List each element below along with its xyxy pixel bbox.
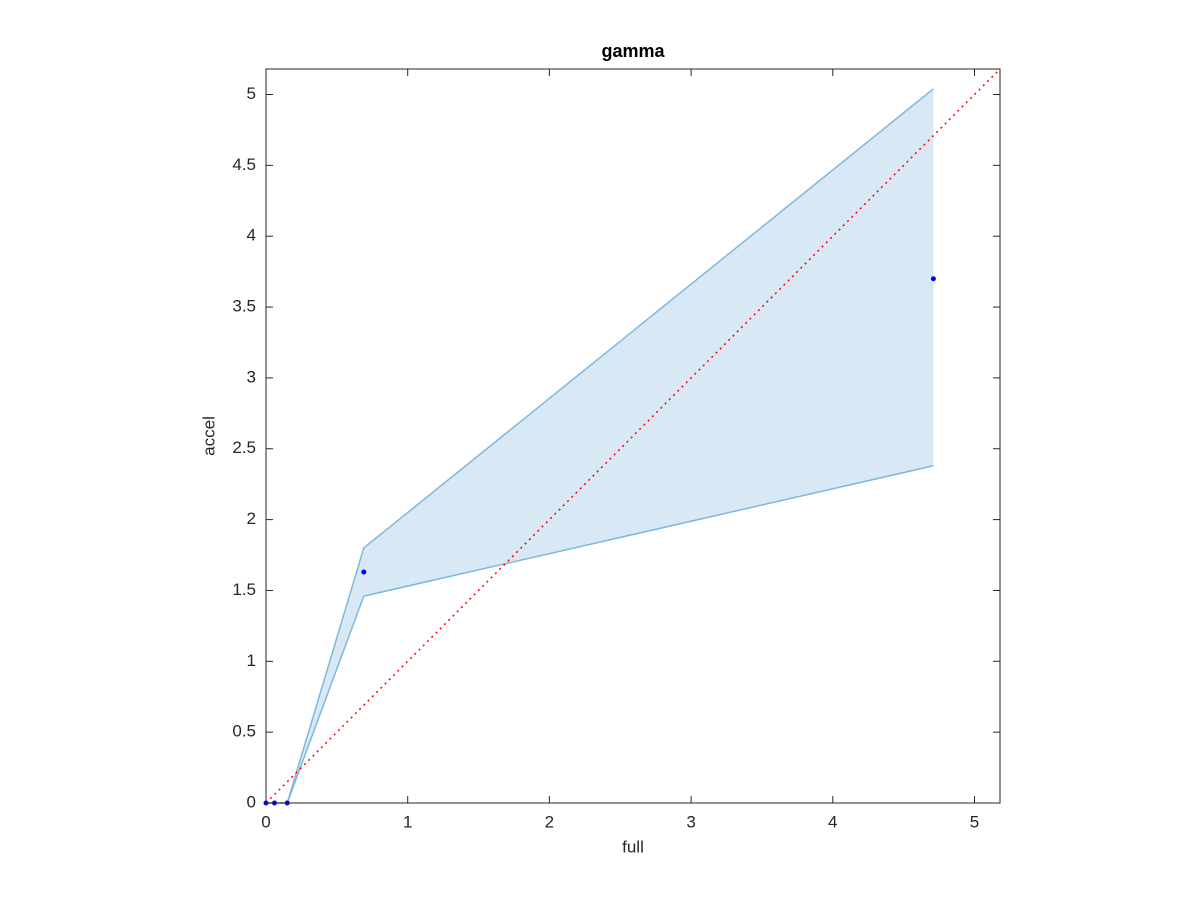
x-tick-label: 5 — [970, 812, 979, 831]
x-axis-label: full — [622, 837, 644, 856]
x-tick-label: 0 — [261, 812, 270, 831]
y-tick-label: 5 — [247, 84, 256, 103]
point — [930, 276, 936, 282]
x-tick-label: 1 — [403, 812, 412, 831]
axes-box — [265, 68, 1001, 804]
y-tick-label: 3 — [247, 367, 256, 386]
y-tick-label: 2.5 — [232, 438, 256, 457]
y-tick-label: 4.5 — [232, 155, 256, 174]
y-tick-label: 0.5 — [232, 722, 256, 741]
y-tick-label: 3.5 — [232, 297, 256, 316]
y-tick-label: 2 — [247, 509, 256, 528]
reference-line — [265, 68, 1001, 804]
y-tick-label: 1.5 — [232, 580, 256, 599]
x-tick-label: 3 — [686, 812, 695, 831]
y-axis-label: accel — [199, 416, 218, 456]
band-area — [266, 88, 934, 804]
point — [361, 569, 367, 575]
y-tick-label: 1 — [247, 651, 256, 670]
x-tick-label: 2 — [545, 812, 554, 831]
x-tick-label: 4 — [828, 812, 837, 831]
y-tick-label: 4 — [247, 226, 256, 245]
y-tick-label: 0 — [247, 792, 256, 811]
chart-title: gamma — [601, 41, 665, 61]
